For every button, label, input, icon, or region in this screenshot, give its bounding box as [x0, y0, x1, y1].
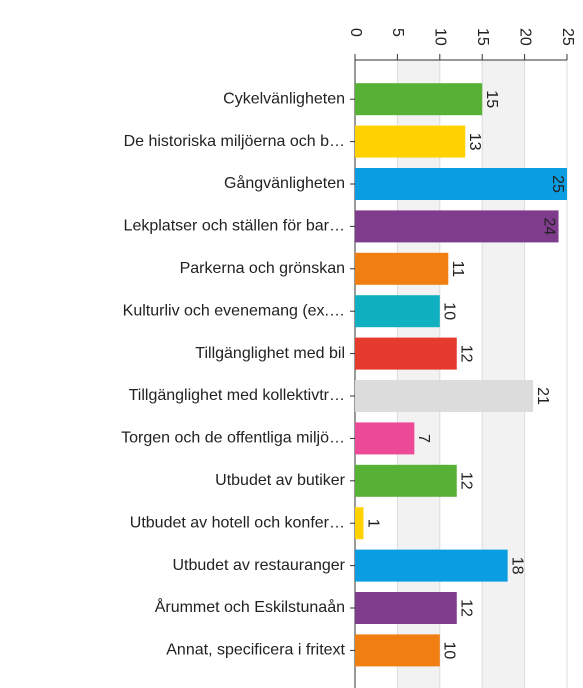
bar [355, 549, 508, 582]
x-tick-label: 0 [347, 28, 364, 37]
y-tick-label: Parkerna och grönskan [180, 260, 345, 277]
y-tick-label: Tillgänglighet med kollektivtr… [129, 387, 345, 404]
y-tick-label: Årummet och Eskilstunaån [155, 597, 345, 616]
value-label: 10 [441, 302, 458, 320]
value-label: 15 [483, 90, 500, 108]
x-tick-label: 15 [474, 28, 491, 46]
bar [355, 125, 466, 158]
value-label: 7 [415, 434, 432, 443]
value-label: 1 [364, 519, 381, 528]
value-label: 21 [534, 387, 551, 405]
value-label: 11 [449, 260, 466, 277]
x-tick-label: 20 [516, 28, 533, 46]
y-tick-label: Utbudet av hotell och konfer… [130, 514, 345, 531]
bar [355, 295, 440, 328]
grid-band [482, 60, 525, 688]
value-label: 12 [458, 345, 475, 363]
y-tick-label: Torgen och de offentliga miljö… [121, 430, 345, 447]
value-label: 12 [458, 599, 475, 617]
x-tick-label: 25 [559, 28, 576, 46]
value-label: 24 [540, 218, 557, 236]
bar [355, 252, 449, 285]
x-tick-label: 10 [432, 28, 449, 46]
grid-band [397, 60, 440, 688]
bar [355, 380, 534, 412]
y-tick-label: Tillgänglighet med bil [195, 345, 345, 362]
value-label: 10 [441, 642, 458, 660]
y-tick-label: Kulturliv och evenemang (ex.… [123, 302, 345, 319]
bar [355, 168, 567, 200]
value-label: 13 [466, 133, 483, 151]
bar [355, 210, 559, 243]
x-tick-label: 5 [389, 28, 406, 37]
y-tick-label: Annat, specificera i fritext [166, 642, 345, 659]
y-tick-label: Utbudet av butiker [215, 472, 346, 489]
value-label: 12 [458, 472, 475, 490]
bar [355, 464, 457, 497]
y-tick-label: Utbudet av restauranger [172, 557, 345, 574]
bar [355, 83, 483, 116]
value-label: 25 [549, 175, 566, 193]
y-tick-label: Gångvänligheten [224, 174, 345, 192]
y-tick-label: Cykelvänligheten [223, 90, 345, 107]
y-tick-label: De historiska miljöerna och b… [124, 133, 345, 150]
bar [355, 337, 457, 370]
value-label: 18 [508, 557, 525, 575]
y-tick-label: Lekplatser och ställen för bar… [124, 218, 345, 235]
bar [355, 634, 440, 667]
bar [355, 592, 457, 624]
bar [355, 507, 364, 540]
bar [355, 422, 415, 455]
